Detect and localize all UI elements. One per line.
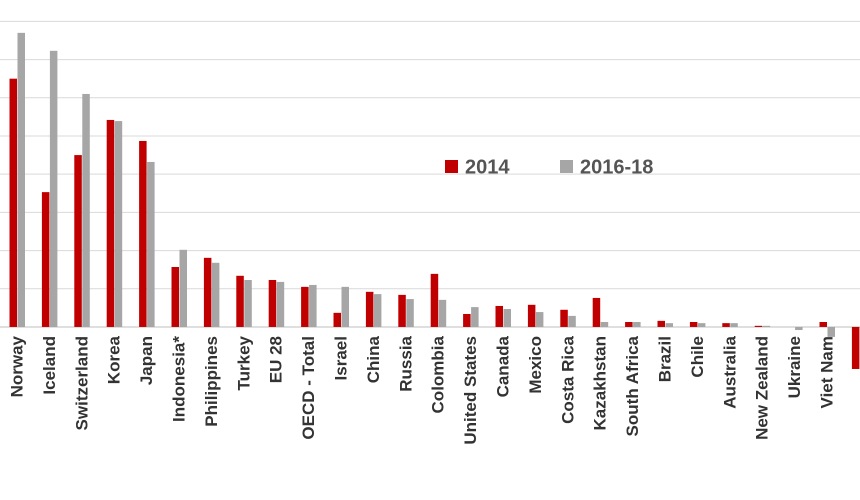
bar xyxy=(819,322,827,327)
bar xyxy=(730,323,738,327)
bar xyxy=(560,309,568,327)
x-tick-label: Korea xyxy=(105,335,124,384)
bar xyxy=(41,192,50,327)
x-tick-label: Norway xyxy=(7,335,26,397)
bar xyxy=(49,50,58,327)
bar xyxy=(373,294,382,327)
x-tick-label: China xyxy=(364,335,383,383)
x-tick-label: United States xyxy=(461,336,480,445)
bar xyxy=(689,322,698,327)
bar xyxy=(82,93,90,327)
bar xyxy=(657,320,665,327)
bar xyxy=(333,312,341,327)
x-tick-label: Russia xyxy=(396,335,415,391)
bar xyxy=(535,312,544,327)
x-tick-label: Canada xyxy=(493,335,512,397)
x-tick-label: Chile xyxy=(688,336,707,378)
x-tick-label: Israel xyxy=(331,336,350,380)
bar xyxy=(268,279,277,327)
bar xyxy=(74,155,82,327)
x-tick-label: South Africa xyxy=(623,335,642,436)
bar xyxy=(203,257,212,327)
bar xyxy=(633,322,641,327)
x-tick-label: Indonesia* xyxy=(169,336,188,422)
bar xyxy=(301,286,309,327)
x-tick-label: Brazil xyxy=(655,336,674,382)
bar xyxy=(430,273,439,327)
bar xyxy=(17,32,25,327)
bar xyxy=(114,121,123,327)
bar xyxy=(463,313,471,327)
bar xyxy=(592,297,601,327)
x-tick-label: Australia xyxy=(720,335,739,408)
x-tick-label: Japan xyxy=(137,336,156,385)
bar xyxy=(276,281,285,327)
bar xyxy=(503,309,511,327)
bar xyxy=(147,161,155,327)
bar xyxy=(471,307,479,327)
bar xyxy=(365,291,374,327)
x-tick-label: Switzerland xyxy=(72,336,91,430)
bar xyxy=(236,275,244,327)
bar xyxy=(106,119,115,327)
legend-label: 2014 xyxy=(465,156,510,178)
legend-label: 2016-18 xyxy=(580,156,653,178)
bar xyxy=(398,294,406,327)
x-tick-label: Philippines xyxy=(202,336,221,427)
x-tick-label: New Zealand xyxy=(753,336,772,440)
bar xyxy=(341,286,349,327)
x-tick-label: OECD - Total xyxy=(299,336,318,440)
bar xyxy=(762,325,771,327)
bar xyxy=(754,325,763,327)
x-tick-label: Viet Nam xyxy=(817,336,836,408)
x-tick-label: Kazakhstan xyxy=(591,336,610,430)
x-tick-label: Costa Rica xyxy=(558,335,577,423)
bar xyxy=(827,326,835,337)
bar xyxy=(625,322,633,327)
bar xyxy=(851,326,860,369)
bar xyxy=(139,140,147,327)
bar xyxy=(309,284,317,327)
x-tick-label: EU 28 xyxy=(267,336,286,383)
bar xyxy=(600,322,609,327)
x-tick-label: Ukraine xyxy=(785,336,804,398)
bar xyxy=(244,279,252,327)
x-tick-label: Iceland xyxy=(40,336,59,395)
bar xyxy=(722,323,730,327)
bar xyxy=(495,305,503,327)
bar xyxy=(527,304,536,327)
x-tick-label: Mexico xyxy=(526,336,545,394)
x-tick-label: Colombia xyxy=(429,335,448,413)
legend-swatch xyxy=(445,160,458,173)
bar xyxy=(179,249,187,327)
bar xyxy=(211,262,220,327)
bar xyxy=(697,323,706,327)
bar xyxy=(795,326,803,331)
bar xyxy=(438,299,447,327)
bar xyxy=(665,323,673,327)
bar xyxy=(568,315,576,327)
x-tick-label: Turkey xyxy=(234,335,253,390)
bar xyxy=(406,299,414,327)
bar xyxy=(171,266,179,327)
bar xyxy=(9,78,17,327)
legend-swatch xyxy=(560,160,573,173)
